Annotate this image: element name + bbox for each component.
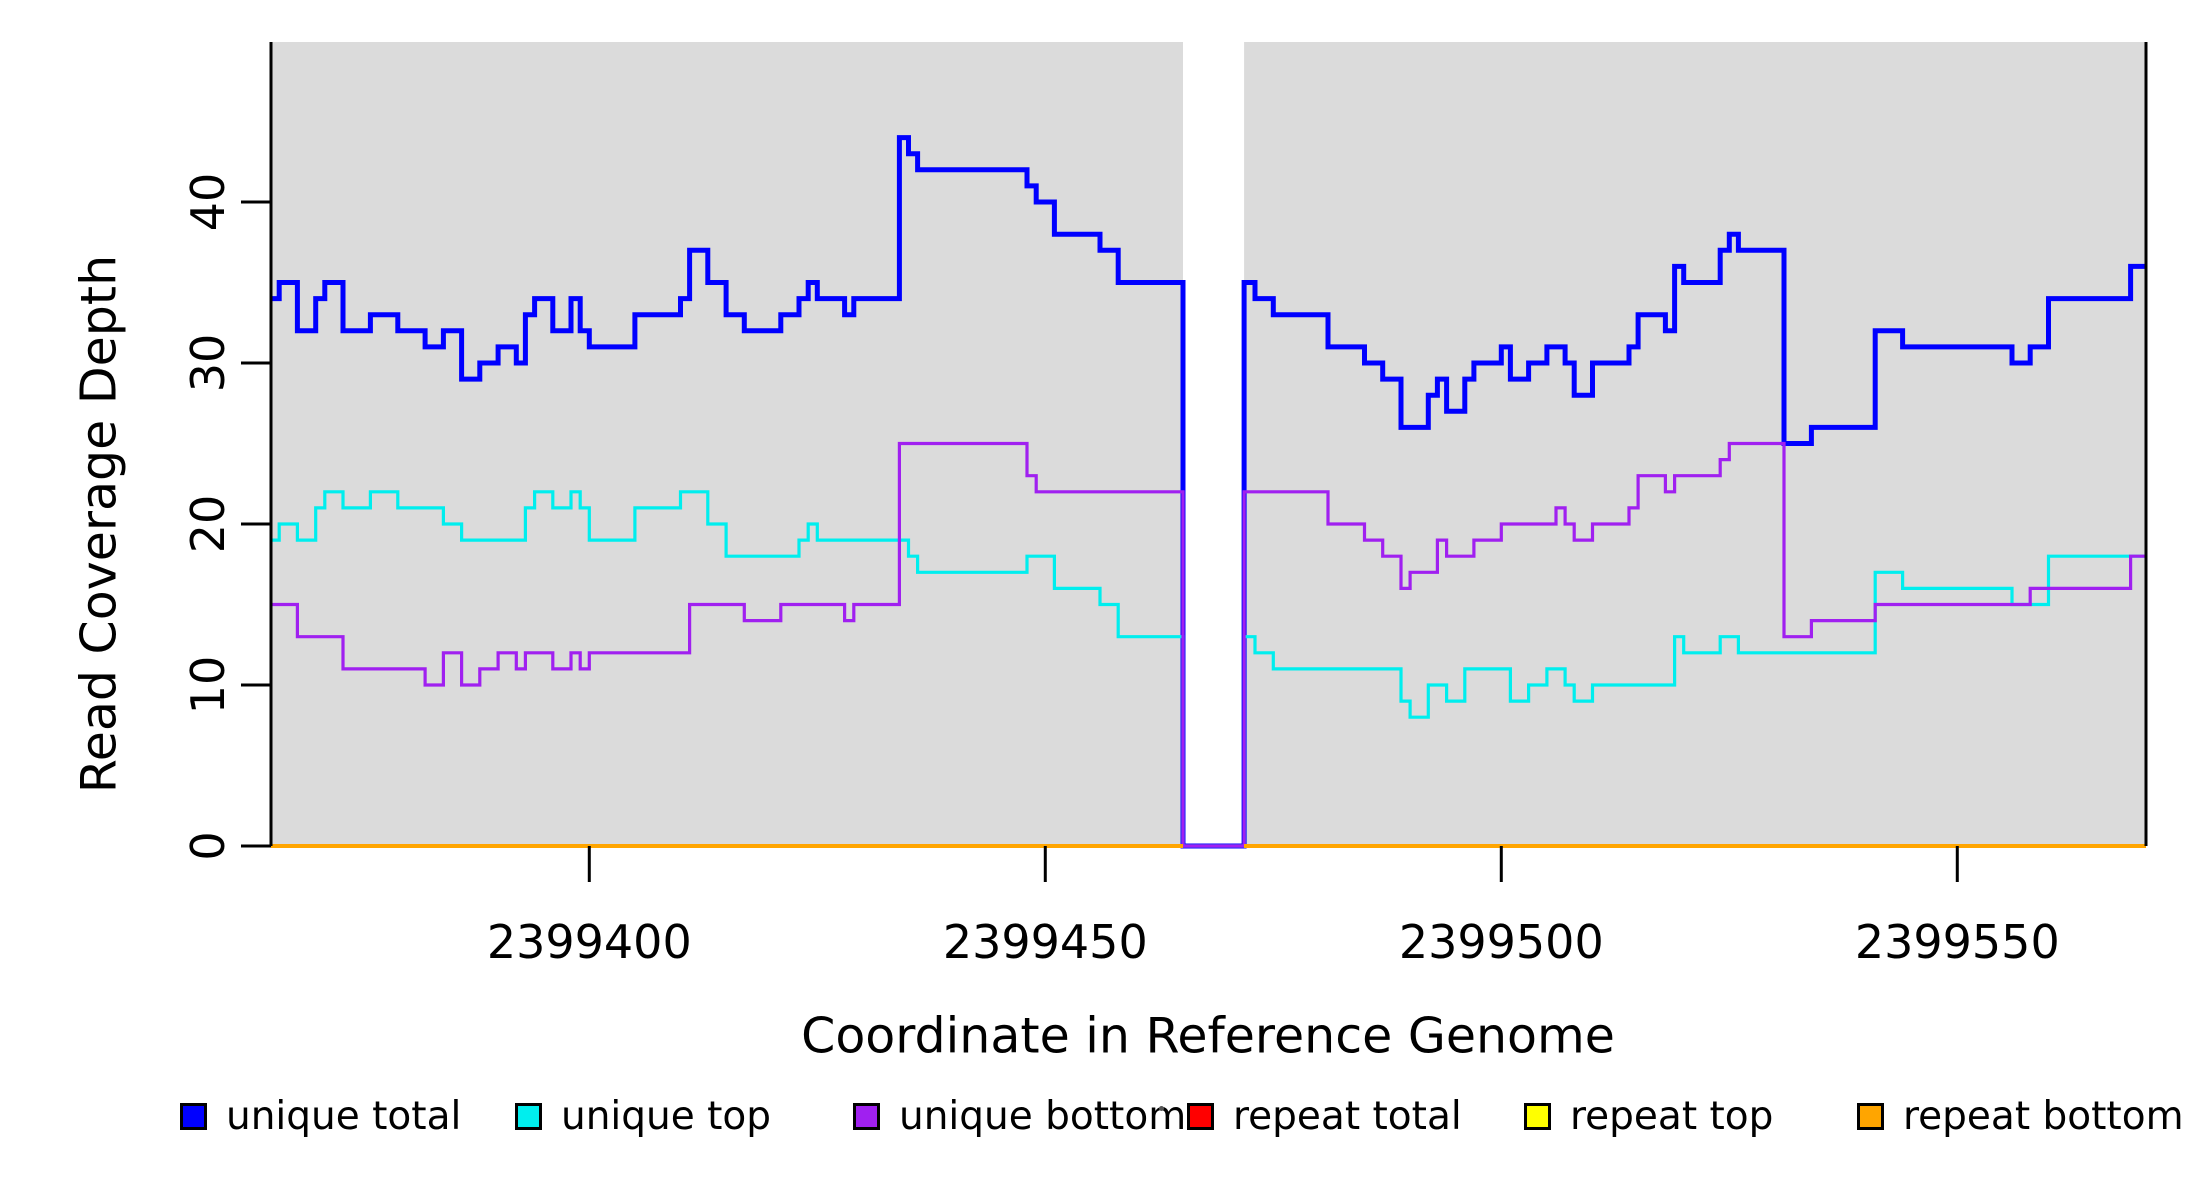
y-axis-title: Read Coverage Depth xyxy=(70,254,128,794)
y-tick-label-30: 30 xyxy=(181,334,235,393)
series-unique-top-line xyxy=(271,490,2146,848)
stray-dot xyxy=(1159,1106,1164,1111)
mapped-region-left xyxy=(271,42,1183,846)
series-unique-bottom-line xyxy=(271,441,2146,848)
series-unique-total-line xyxy=(271,135,2146,849)
x-tick-label-2399400: 2399400 xyxy=(487,915,692,969)
y-tick-label-10: 10 xyxy=(181,656,235,715)
x-tick-label-2399450: 2399450 xyxy=(943,915,1148,969)
x-tick-label-2399550: 2399550 xyxy=(1855,915,2060,969)
x-tick-label-2399500: 2399500 xyxy=(1399,915,1604,969)
y-tick-label-40: 40 xyxy=(181,173,235,232)
y-tick-label-0: 0 xyxy=(181,831,235,860)
x-axis-title: Coordinate in Reference Genome xyxy=(801,1007,1615,1065)
y-tick-label-20: 20 xyxy=(181,495,235,554)
mapped-region-right xyxy=(1244,42,2146,846)
